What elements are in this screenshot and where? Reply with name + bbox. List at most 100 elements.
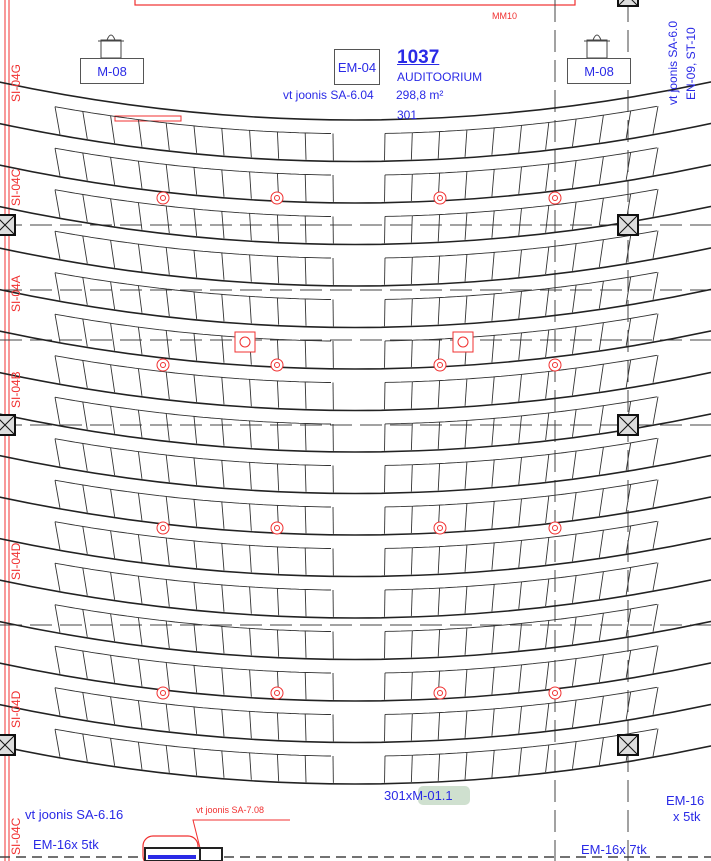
seat-divider: [437, 380, 441, 408]
seat-divider: [110, 323, 116, 351]
seat-divider: [410, 174, 413, 202]
seat-divider: [464, 503, 468, 531]
seat-divider: [652, 687, 659, 715]
seat-divider: [193, 374, 198, 403]
seat-row-back: [384, 396, 658, 425]
seat-divider: [464, 627, 468, 655]
seat-divider: [276, 588, 280, 616]
seat-divider: [652, 230, 659, 259]
section-label: SI-04D: [9, 542, 23, 580]
seat-divider: [598, 115, 604, 143]
seat-divider: [54, 314, 61, 342]
seat-divider: [625, 484, 632, 512]
tag-mm10: MM10: [492, 11, 518, 21]
seat-divider: [221, 377, 225, 405]
seat-divider: [54, 148, 61, 176]
seat-row-back: [384, 479, 658, 508]
row-riser-line: [0, 454, 711, 495]
seat-divider: [54, 729, 61, 757]
row-riser-line: [0, 662, 711, 702]
seat-divider: [625, 691, 632, 720]
seat-divider: [437, 131, 441, 159]
seat-divider: [221, 418, 225, 446]
seat-row-back: [384, 188, 658, 217]
structural-column-icon: [0, 414, 16, 436]
reference-right-1: vt joonis SA-6.0: [666, 20, 680, 105]
seat-divider: [276, 214, 280, 242]
seat-divider: [276, 131, 280, 159]
seat-divider: [221, 709, 225, 737]
red-wall-strip-top: [134, 0, 576, 6]
seat-divider: [464, 378, 468, 406]
seat-divider: [410, 755, 413, 783]
row-riser-line: [0, 703, 711, 744]
seat-divider: [545, 288, 550, 316]
seat-divider: [276, 297, 280, 325]
seat-divider: [110, 696, 116, 725]
seat-divider: [304, 464, 307, 492]
row-riser-line: [0, 288, 711, 329]
seat-divider: [545, 495, 550, 524]
seat-divider: [437, 754, 441, 781]
smoke-detector-icon: [548, 686, 562, 700]
seat-divider: [137, 493, 143, 521]
seat-divider: [137, 327, 143, 355]
seat-row-back: [384, 354, 658, 383]
seat-divider: [410, 215, 413, 243]
seat-row-back: [54, 106, 331, 134]
seat-divider: [437, 629, 441, 657]
seat-divider: [249, 379, 252, 407]
seat-divider: [193, 250, 198, 278]
seat-divider: [410, 506, 413, 534]
seat-divider: [625, 276, 632, 305]
seat-divider: [165, 537, 170, 566]
seat-divider: [249, 628, 252, 656]
room-area: 298,8 m²: [396, 88, 444, 102]
seat-divider: [54, 563, 61, 591]
smoke-detector-icon-inner: [274, 690, 280, 696]
seat-divider: [221, 128, 225, 156]
callout-leader: [192, 819, 290, 849]
seat-divider: [193, 208, 198, 237]
tag-em16-bottom: EM-16x 7tk: [581, 842, 647, 857]
seat-divider: [165, 288, 170, 317]
seat-divider: [54, 521, 61, 550]
seat-divider: [304, 506, 307, 534]
seat-divider: [437, 214, 441, 242]
seat-divider: [491, 542, 495, 570]
projector-icon-lid: [584, 34, 610, 42]
equipment-tag-m08-left: M-08: [80, 58, 144, 84]
smoke-detector-icon: [548, 191, 562, 205]
seat-divider: [545, 661, 550, 690]
seat-divider: [137, 285, 143, 313]
seat-divider: [249, 752, 252, 780]
seat-row-back: [384, 147, 658, 176]
section-label: SI-04D: [9, 690, 23, 728]
seat-divider: [193, 623, 198, 652]
seat-divider: [464, 295, 468, 323]
seat-divider: [82, 152, 88, 181]
seat-divider: [491, 210, 495, 238]
seat-divider: [464, 710, 468, 738]
seat-divider: [110, 406, 116, 434]
seat-divider: [410, 423, 413, 451]
seat-divider: [652, 147, 659, 176]
seat-divider: [464, 420, 468, 448]
seat-divider: [572, 533, 577, 562]
seat-divider: [652, 521, 659, 549]
smoke-detector-icon: [433, 358, 447, 372]
seat-divider: [410, 257, 413, 285]
row-riser-line: [0, 205, 711, 246]
seat-row-back: [54, 230, 331, 259]
seat-divider: [625, 608, 632, 637]
reference-sa708: vt joonis SA-7.08: [196, 805, 265, 815]
seat-divider: [137, 617, 143, 645]
seat-divider: [491, 501, 495, 529]
seat-divider: [165, 454, 170, 483]
seat-divider: [464, 669, 468, 697]
row-riser-line: [0, 413, 711, 453]
seat-divider: [652, 728, 659, 757]
smoke-detector-icon: [270, 191, 284, 205]
seat-divider: [110, 447, 116, 476]
seat-divider: [491, 750, 495, 778]
